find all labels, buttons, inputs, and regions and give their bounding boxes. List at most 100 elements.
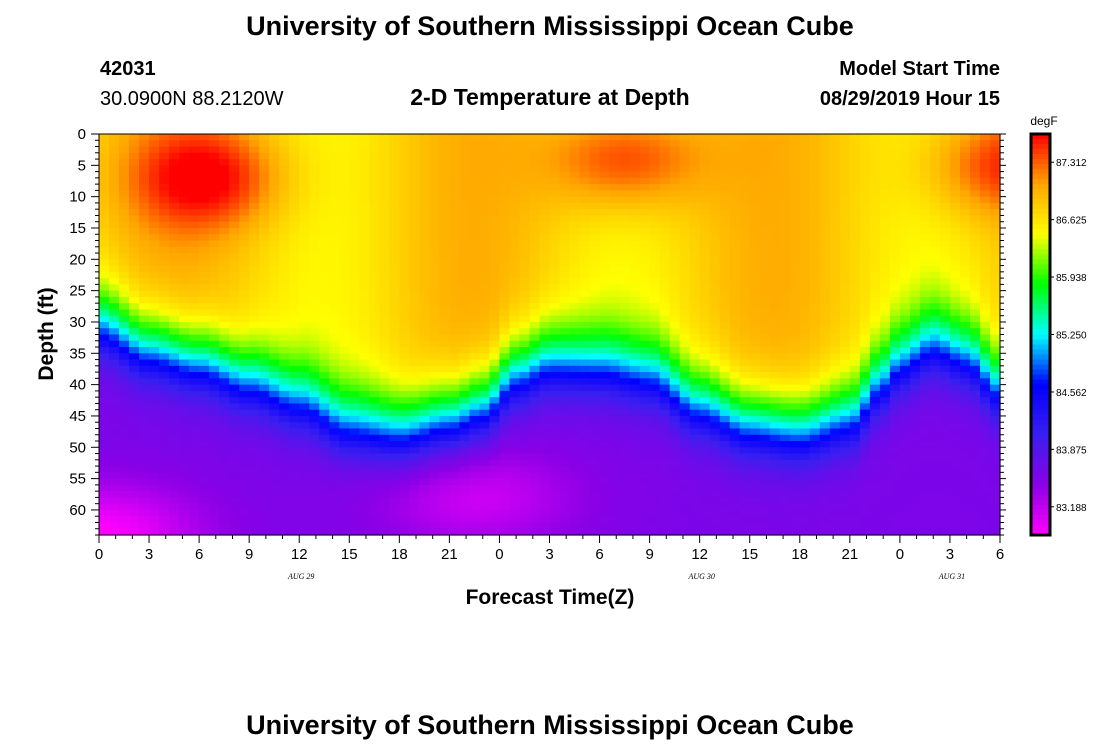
heatmap-cell [939,202,951,210]
heatmap-cell [299,359,310,367]
heatmap-cell [749,190,761,198]
heatmap-cell [779,171,791,179]
heatmap-cell [199,227,210,235]
heatmap-cell [509,134,521,141]
heatmap-cell [969,215,981,223]
heatmap-cell [399,309,410,317]
heatmap-cell [879,271,891,279]
heatmap-cell [749,303,761,311]
heatmap-cell [139,365,150,373]
heatmap-cell [429,453,440,461]
heatmap-cell [869,190,881,198]
heatmap-cell [599,196,611,204]
heatmap-cell [869,466,881,473]
heatmap-cell [659,365,671,373]
heatmap-cell [719,428,731,436]
heatmap-cell [789,265,801,273]
heatmap-cell [249,365,260,373]
heatmap-cell [729,184,741,191]
heatmap-cell [239,303,250,311]
heatmap-cell [269,240,280,248]
heatmap-cell [129,134,140,141]
heatmap-cell [789,134,801,141]
heatmap-cell [849,159,861,166]
heatmap-cell [659,321,671,329]
heatmap-cell [399,271,410,279]
heatmap-cell [339,441,350,448]
heatmap-cell [789,165,801,173]
heatmap-cell [639,365,651,373]
heatmap-cell [359,340,370,348]
heatmap-cell [909,259,921,267]
heatmap-cell [179,177,190,185]
heatmap-cell [369,215,380,223]
heatmap-cell [609,234,621,242]
heatmap-cell [889,459,901,467]
heatmap-cell [99,365,110,373]
heatmap-cell [839,397,851,405]
heatmap-cell [469,365,481,373]
heatmap-cell [829,234,841,242]
heatmap-cell [339,447,350,455]
heatmap-cell [729,296,741,304]
heatmap-cell [369,190,380,198]
heatmap-cell [719,278,731,285]
heatmap-cell [639,146,651,154]
heatmap-cell [569,246,581,254]
heatmap-cell [149,478,160,486]
heatmap-cell [709,403,721,411]
heatmap-cell [699,196,711,204]
heatmap-cell [169,428,180,436]
heatmap-cell [579,365,591,373]
heatmap-cell [629,202,641,210]
heatmap-cell [519,290,531,298]
heatmap-cell [459,240,471,248]
heatmap-cell [709,328,721,336]
heatmap-cell [759,303,771,311]
heatmap-cell [719,265,731,273]
heatmap-cell [979,152,991,160]
heatmap-cell [599,259,611,267]
heatmap-cell [949,196,961,204]
heatmap-cell [809,253,821,260]
heatmap-cell [679,227,691,235]
heatmap-cell [939,171,951,179]
heatmap-cell [549,196,561,204]
heatmap-cell [709,459,721,467]
heatmap-cell [299,159,310,166]
heatmap-cell [579,303,591,311]
heatmap-cell [299,278,310,285]
heatmap-cell [299,340,310,348]
heatmap-cell [559,415,571,423]
heatmap-cell [729,422,741,430]
heatmap-cell [689,315,701,323]
heatmap-cell [449,271,460,279]
heatmap-cell [479,390,491,398]
heatmap-cell [529,365,541,373]
heatmap-cell [489,415,501,423]
heatmap-cell [279,134,290,141]
heatmap-cell [209,134,220,141]
heatmap-cell [289,177,300,185]
heatmap-cell [209,190,220,198]
heatmap-cell [419,359,430,367]
heatmap-cell [579,340,591,348]
heatmap-cell [949,152,961,160]
heatmap-cell [469,240,481,248]
heatmap-cell [599,253,611,260]
heatmap-cell [599,227,611,235]
heatmap-cell [699,171,711,179]
heatmap-cell [609,278,621,285]
heatmap-cell [549,409,561,417]
heatmap-cell [139,340,150,348]
heatmap-cell [579,202,591,210]
heatmap-cell [529,159,541,166]
heatmap-cell [879,146,891,154]
heatmap-cell [499,246,511,254]
heatmap-cell [409,202,420,210]
heatmap-cell [179,315,190,323]
heatmap-cell [369,171,380,179]
heatmap-cell [259,340,270,348]
heatmap-cell [569,459,581,467]
heatmap-cell [99,372,110,379]
